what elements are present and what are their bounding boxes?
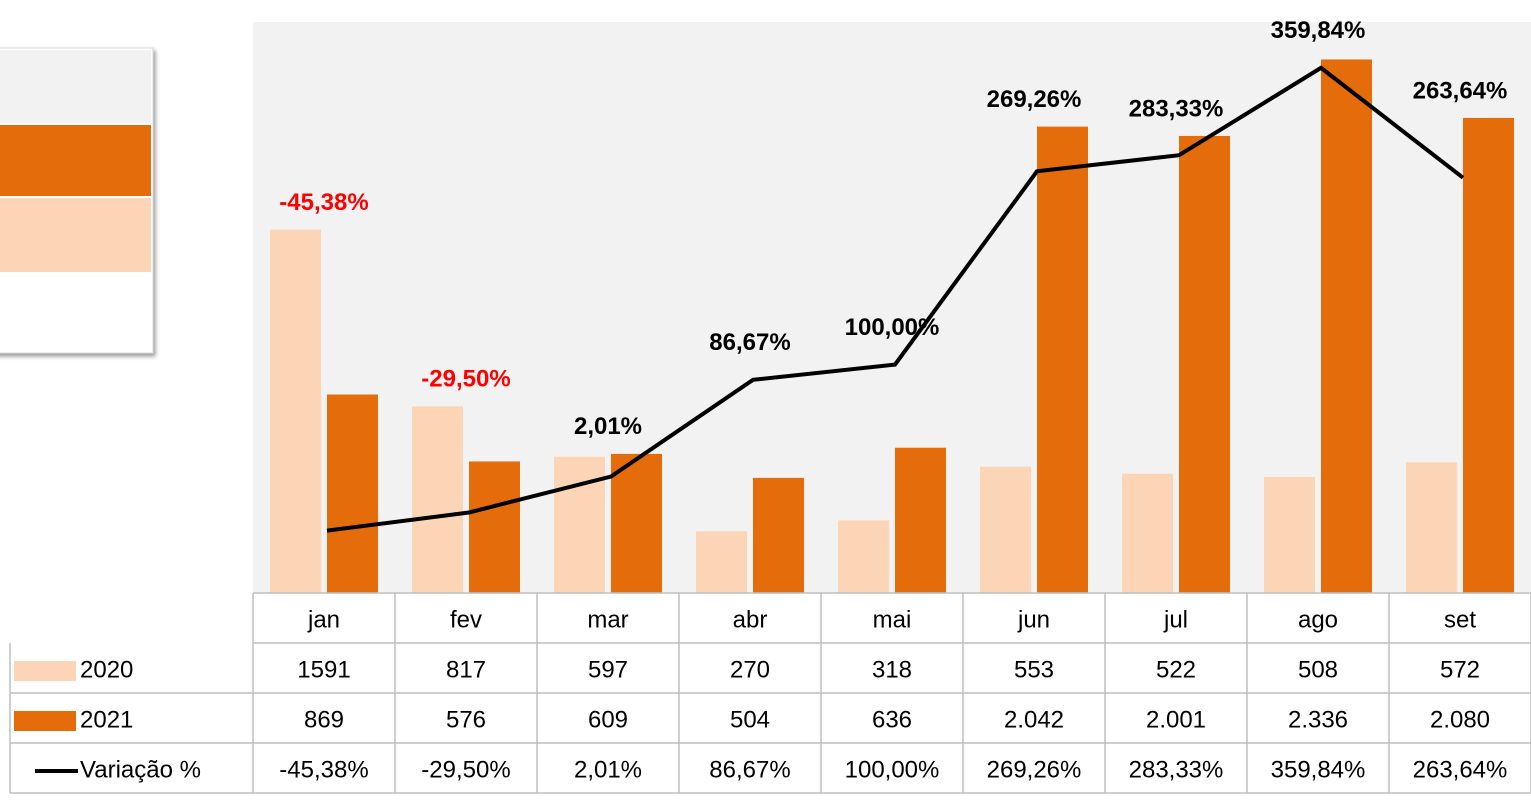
- table-cell: 817: [446, 656, 486, 683]
- table-cell: 2.001: [1146, 706, 1206, 733]
- table-cell: 2.080: [1430, 706, 1490, 733]
- table-cell: 263,64%: [1413, 756, 1508, 783]
- table-cell: 522: [1156, 656, 1196, 683]
- table-cell: 609: [588, 706, 628, 733]
- bar: [1122, 473, 1173, 593]
- plot-area: [253, 22, 1531, 593]
- x-tick-label: ago: [1298, 606, 1338, 633]
- line: [326, 65, 1465, 533]
- x-tick-label: jul: [1163, 606, 1188, 633]
- x-tick-label: jan: [307, 606, 340, 633]
- data-label: -29,50%: [421, 366, 510, 393]
- bar: [696, 531, 747, 593]
- table-cell: 597: [588, 656, 628, 683]
- x-tick-label: jun: [1017, 606, 1050, 633]
- table-cell: 636: [872, 706, 912, 733]
- table-cell: 869: [304, 706, 344, 733]
- bar: [554, 456, 605, 593]
- table-cell: -29,50%: [421, 756, 510, 783]
- bar: [1037, 126, 1088, 593]
- x-tick-label: abr: [733, 606, 768, 633]
- table-cell: 504: [730, 706, 770, 733]
- bar: [1264, 476, 1315, 593]
- legend-key: [14, 661, 76, 681]
- data-label: 86,67%: [709, 329, 790, 356]
- bar: [611, 453, 662, 593]
- bar: [327, 394, 378, 593]
- table-cell: 2.042: [1004, 706, 1064, 733]
- bar: [1179, 135, 1230, 593]
- table-cell: 1591: [297, 656, 350, 683]
- x-tick-label: fev: [450, 606, 482, 633]
- bar: [469, 461, 520, 593]
- legend-label: Variação %: [80, 756, 201, 783]
- table-cell: 86,67%: [709, 756, 790, 783]
- bar: [895, 447, 946, 593]
- data-label: 100,00%: [845, 314, 940, 341]
- data-label: 283,33%: [1129, 95, 1224, 122]
- table-cell: 2.336: [1288, 706, 1348, 733]
- table-cell: 269,26%: [987, 756, 1082, 783]
- bar: [1321, 59, 1372, 594]
- bar: [1463, 117, 1514, 593]
- bar: [753, 477, 804, 593]
- data-label: 2,01%: [574, 413, 642, 440]
- legend-band: [0, 50, 151, 123]
- legend-key: [14, 711, 76, 731]
- bar: [412, 406, 463, 593]
- table-cell: 359,84%: [1271, 756, 1366, 783]
- table-cell: 318: [872, 656, 912, 683]
- legend-box: [0, 47, 154, 354]
- bar: [980, 466, 1031, 593]
- legend-label: 2021: [80, 706, 133, 733]
- data-label: 269,26%: [987, 86, 1082, 113]
- x-tick-label: mai: [873, 606, 912, 633]
- legend-band: [0, 198, 151, 272]
- table-cell: 100,00%: [845, 756, 940, 783]
- legend-label: 2020: [80, 656, 133, 683]
- data-label: 359,84%: [1271, 17, 1366, 44]
- table-cell: 2,01%: [574, 756, 642, 783]
- table-cell: -45,38%: [279, 756, 368, 783]
- table-cell: 508: [1298, 656, 1338, 683]
- table-cell: 576: [446, 706, 486, 733]
- x-tick-label: mar: [587, 606, 628, 633]
- data-label: 263,64%: [1413, 77, 1508, 104]
- table-cell: 283,33%: [1129, 756, 1224, 783]
- bar: [270, 229, 321, 593]
- bar: [1406, 462, 1457, 593]
- x-tick-label: set: [1444, 606, 1476, 633]
- table-cell: 572: [1440, 656, 1480, 683]
- table-cell: 553: [1014, 656, 1054, 683]
- legend-band: [0, 125, 151, 196]
- data-label: -45,38%: [279, 189, 368, 216]
- bar: [838, 520, 889, 593]
- table-cell: 270: [730, 656, 770, 683]
